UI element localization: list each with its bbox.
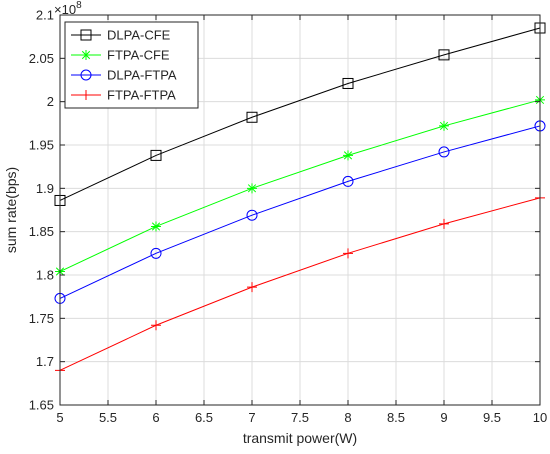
legend-item-dlpa-ftpa: DLPA-FTPA	[71, 68, 177, 83]
y-axis-tick-labels: 1.65 1.7 1.75 1.8 1.85 1.9 1.95 2 2.05 2.1	[29, 8, 54, 413]
data-point-dlpa-cfe	[438, 49, 450, 61]
x-tick-label: 5	[56, 410, 63, 425]
data-point-ftpa-cfe	[247, 183, 257, 194]
circle-marker	[80, 69, 92, 81]
legend-label: DLPA-CFE	[107, 28, 171, 43]
legend-label: DLPA-FTPA	[107, 68, 177, 83]
data-point-ftpa-ftpa	[439, 218, 449, 229]
legend-box	[64, 21, 199, 109]
y-tick-label: 2	[47, 94, 54, 109]
data-series	[54, 22, 546, 376]
y-tick-label: 1.65	[29, 398, 54, 413]
legend-item-ftpa-ftpa: FTPA-FTPA	[71, 88, 176, 103]
square-marker	[150, 149, 162, 161]
x-tick-label: 8	[344, 410, 351, 425]
plus-marker	[151, 320, 161, 331]
data-point-ftpa-cfe	[439, 120, 449, 131]
data-point-dlpa-ftpa	[342, 175, 354, 187]
square-marker	[246, 111, 258, 123]
y-tick-label: 1.75	[29, 311, 54, 326]
data-point-dlpa-cfe	[246, 111, 258, 123]
x-tick-label: 6	[152, 410, 159, 425]
legend-item-dlpa-cfe: DLPA-CFE	[71, 28, 171, 43]
y-tick-label: 2.1	[36, 8, 54, 23]
square-marker	[80, 29, 92, 41]
y-tick-label: 1.7	[36, 354, 54, 369]
data-point-dlpa-ftpa	[246, 209, 258, 221]
square-marker	[438, 49, 450, 61]
x-tick-label: 8.5	[387, 410, 405, 425]
data-point-dlpa-cfe	[342, 77, 354, 89]
square-marker	[342, 77, 354, 89]
axis-ticks	[59, 14, 541, 406]
series-line-dlpa-cfe	[59, 27, 541, 201]
legend-label: FTPA-CFE	[107, 48, 170, 63]
y-tick-label: 2.05	[29, 51, 54, 66]
series-line-ftpa-cfe	[59, 99, 541, 272]
legend-label: FTPA-FTPA	[107, 88, 176, 103]
x-axis-tick-labels: 5 5.5 6 6.5 7 7.5 8 8.5 9 9.5 10	[56, 410, 547, 425]
circle-marker	[246, 209, 258, 221]
y-axis-multiplier-exponent: 8	[76, 0, 82, 11]
data-point-dlpa-cfe	[150, 149, 162, 161]
y-tick-label: 1.95	[29, 138, 54, 153]
series-line-dlpa-ftpa	[59, 125, 541, 299]
x-tick-label: 7	[248, 410, 255, 425]
y-tick-label: 1.8	[36, 268, 54, 283]
y-axis-label: sum rate(bps)	[3, 167, 19, 253]
asterisk-marker	[81, 50, 91, 60]
x-tick-label: 6.5	[195, 410, 213, 425]
circle-marker	[438, 146, 450, 158]
data-point-dlpa-ftpa	[150, 247, 162, 259]
y-tick-label: 1.85	[29, 224, 54, 239]
asterisk-marker	[247, 183, 257, 194]
data-point-ftpa-ftpa	[151, 320, 161, 331]
data-point-dlpa-ftpa	[438, 146, 450, 158]
legend-item-ftpa-cfe: FTPA-CFE	[71, 48, 170, 63]
x-axis-label: transmit power(W)	[243, 430, 357, 446]
asterisk-marker	[151, 221, 161, 232]
series-line-ftpa-ftpa	[59, 197, 541, 371]
data-point-ftpa-ftpa	[343, 248, 353, 259]
plus-marker	[439, 218, 449, 229]
legend: DLPA-CFE FTPA-CFE DLPA-FTPA FTPA-FTPA	[64, 21, 199, 109]
x-tick-label: 9	[440, 410, 447, 425]
data-point-ftpa-cfe	[151, 221, 161, 232]
circle-marker	[342, 175, 354, 187]
asterisk-marker	[439, 120, 449, 131]
data-point-ftpa-cfe	[343, 150, 353, 161]
plus-marker	[81, 90, 91, 100]
x-tick-label: 7.5	[291, 410, 309, 425]
x-tick-label: 9.5	[483, 410, 501, 425]
y-axis-multiplier-base: ×10	[54, 2, 76, 17]
x-tick-label: 5.5	[99, 410, 117, 425]
plus-marker	[247, 282, 257, 293]
plus-marker	[343, 248, 353, 259]
data-point-ftpa-ftpa	[247, 282, 257, 293]
circle-marker	[150, 247, 162, 259]
y-tick-label: 1.9	[36, 181, 54, 196]
series-ftpa-ftpa	[55, 192, 545, 376]
x-tick-label: 10	[533, 410, 547, 425]
asterisk-marker	[343, 150, 353, 161]
y-axis-multiplier: ×108	[54, 0, 82, 17]
